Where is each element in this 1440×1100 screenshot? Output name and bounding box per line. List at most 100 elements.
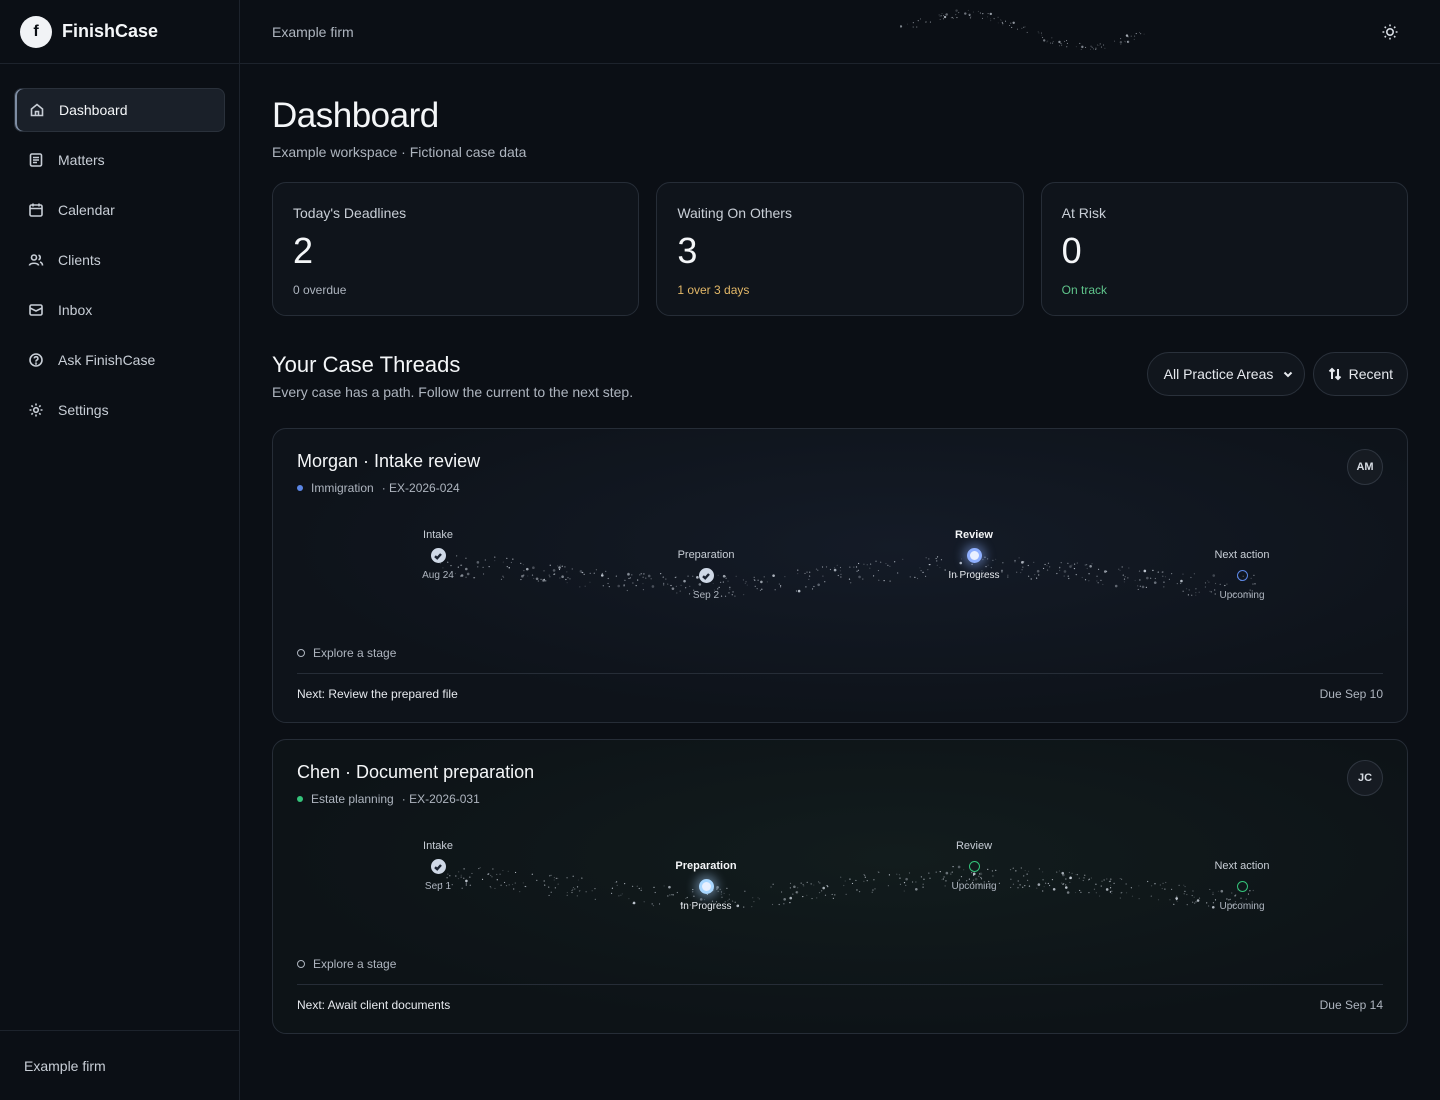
stage-review[interactable]: Review In Progress: [914, 529, 1034, 581]
timeline-sparkle-decoration: [440, 865, 1259, 909]
stat-value: 0: [1061, 230, 1082, 271]
case-id: · EX-2026-031: [401, 792, 480, 806]
stage-label: Intake: [423, 529, 453, 541]
stage-upcoming-node: [1236, 881, 1248, 892]
gear-icon: [28, 402, 44, 418]
topbar-sparkle-decoration: [900, 9, 1145, 51]
sidebar-footer-firm[interactable]: Example firm: [0, 1030, 239, 1100]
stage-upcoming-node: [968, 861, 980, 872]
threads-subtitle: Every case has a path. Follow the curren…: [272, 384, 634, 400]
explore-stage-label: Explore a stage: [313, 646, 397, 660]
stage-intake[interactable]: Intake Sep 1: [378, 840, 498, 892]
sidebar-item-dashboard[interactable]: Dashboard: [14, 88, 225, 132]
stage-date: Aug 24: [422, 570, 454, 581]
sidebar-item-calendar[interactable]: Calendar: [14, 188, 225, 232]
stage-label: Intake: [423, 840, 453, 852]
ring-icon: [297, 649, 305, 657]
stage-preparation[interactable]: Preparation Sep 2: [646, 549, 766, 601]
explore-stage-link[interactable]: Explore a stage: [297, 646, 396, 660]
practice-area-dot: [297, 796, 303, 802]
stage-done-check-icon: [698, 568, 714, 583]
case-meta: Estate planning · EX-2026-031: [297, 792, 480, 806]
case-due-date: Due Sep 14: [1319, 998, 1383, 1012]
case-card-chen[interactable]: Chen · Document preparation Estate plann…: [272, 739, 1408, 1034]
sidebar-item-inbox[interactable]: Inbox: [14, 288, 225, 332]
case-title: Chen · Document preparation: [297, 762, 535, 782]
practice-area-select[interactable]: All Practice Areas: [1146, 352, 1305, 396]
case-card-morgan[interactable]: Morgan · Intake review Immigration · EX-…: [272, 428, 1408, 723]
sidebar-item-settings[interactable]: Settings: [14, 388, 225, 432]
stage-preparation[interactable]: Preparation In Progress: [646, 860, 766, 912]
stage-status: Upcoming: [951, 881, 997, 892]
stat-subtext: On track: [1061, 283, 1108, 297]
stage-label: Review: [955, 840, 993, 852]
stage-status: Upcoming: [1219, 901, 1265, 912]
sidebar-item-label: Dashboard: [59, 102, 128, 118]
sidebar-item-label: Inbox: [58, 302, 93, 318]
home-icon: [29, 102, 45, 118]
brand[interactable]: f FinishCase: [0, 0, 239, 64]
sidebar-item-matters[interactable]: Matters: [14, 138, 225, 182]
stat-label: Today's Deadlines: [293, 205, 407, 221]
brand-name: FinishCase: [62, 21, 159, 41]
stat-card-waiting-on-others[interactable]: Waiting On Others 3 1 over 3 days: [656, 182, 1024, 316]
sort-recent-button[interactable]: Recent: [1312, 352, 1408, 396]
sidebar: f FinishCase Dashboard Matters Calendar: [0, 0, 240, 1100]
threads-controls: All Practice Areas Recent: [1146, 352, 1408, 396]
stage-upcoming-node: [1236, 570, 1248, 581]
sidebar-item-label: Settings: [58, 402, 109, 418]
page-subtitle: Example workspace · Fictional case data: [272, 144, 527, 160]
case-id: · EX-2026-024: [381, 481, 460, 495]
stage-label: Next action: [1214, 860, 1270, 872]
explore-stage-link[interactable]: Explore a stage: [297, 957, 396, 971]
divider: [297, 673, 1383, 674]
practice-area-label: Estate planning: [311, 792, 394, 806]
topbar: Example firm: [240, 0, 1440, 64]
calendar-icon: [28, 202, 44, 218]
sidebar-item-label: Matters: [58, 152, 105, 168]
theme-toggle-button[interactable]: [1380, 22, 1400, 42]
stat-label: Waiting On Others: [677, 205, 792, 221]
stat-label: At Risk: [1061, 205, 1106, 221]
stat-value: 3: [677, 230, 698, 271]
timeline-sparkle-decoration: [437, 554, 1256, 597]
sidebar-item-label: Clients: [58, 252, 101, 268]
avatar[interactable]: AM: [1347, 449, 1383, 485]
avatar[interactable]: JC: [1347, 760, 1383, 796]
case-title: Morgan · Intake review: [297, 451, 481, 471]
stage-current-node: [966, 548, 982, 563]
brand-logo: f: [20, 15, 52, 48]
stat-card-at-risk[interactable]: At Risk 0 On track: [1040, 182, 1408, 316]
sidebar-item-ask-finishcase[interactable]: Ask FinishCase: [14, 338, 225, 382]
stage-next-action[interactable]: Next action Upcoming: [1182, 860, 1302, 912]
case-timeline: Intake Aug 24 Preparation Sep 2 Review I…: [273, 514, 1407, 624]
stage-status: Upcoming: [1219, 590, 1265, 601]
sidebar-item-clients[interactable]: Clients: [14, 238, 225, 282]
main-content: Dashboard Example workspace · Fictional …: [272, 64, 1408, 1034]
stat-value: 2: [293, 230, 314, 271]
sidebar-item-label: Ask FinishCase: [58, 352, 156, 368]
stage-date: Sep 2: [692, 590, 720, 601]
stage-review[interactable]: Review Upcoming: [914, 840, 1034, 892]
case-next-step: Next: Review the prepared file: [297, 687, 458, 701]
stage-intake[interactable]: Intake Aug 24: [378, 529, 498, 581]
page-title: Dashboard: [272, 96, 439, 135]
case-next-step: Next: Await client documents: [297, 998, 451, 1012]
stat-subtext: 1 over 3 days: [677, 283, 750, 297]
stat-card-todays-deadlines[interactable]: Today's Deadlines 2 0 overdue: [272, 182, 640, 316]
users-icon: [28, 252, 44, 268]
stage-next-action[interactable]: Next action Upcoming: [1182, 549, 1302, 601]
help-icon: [28, 352, 44, 368]
stage-label: Next action: [1214, 549, 1270, 561]
stage-current-node: [698, 879, 714, 894]
stage-status: In Progress: [680, 901, 732, 912]
inbox-icon: [28, 302, 44, 318]
document-icon: [28, 152, 44, 168]
stage-done-check-icon: [430, 859, 446, 874]
practice-area-selected: All Practice Areas: [1163, 366, 1274, 382]
sidebar-item-label: Calendar: [58, 202, 115, 218]
threads-header: Your Case Threads Every case has a path.…: [272, 352, 1408, 412]
sort-label: Recent: [1348, 366, 1393, 382]
divider: [297, 984, 1383, 985]
threads-title: Your Case Threads: [272, 352, 461, 377]
